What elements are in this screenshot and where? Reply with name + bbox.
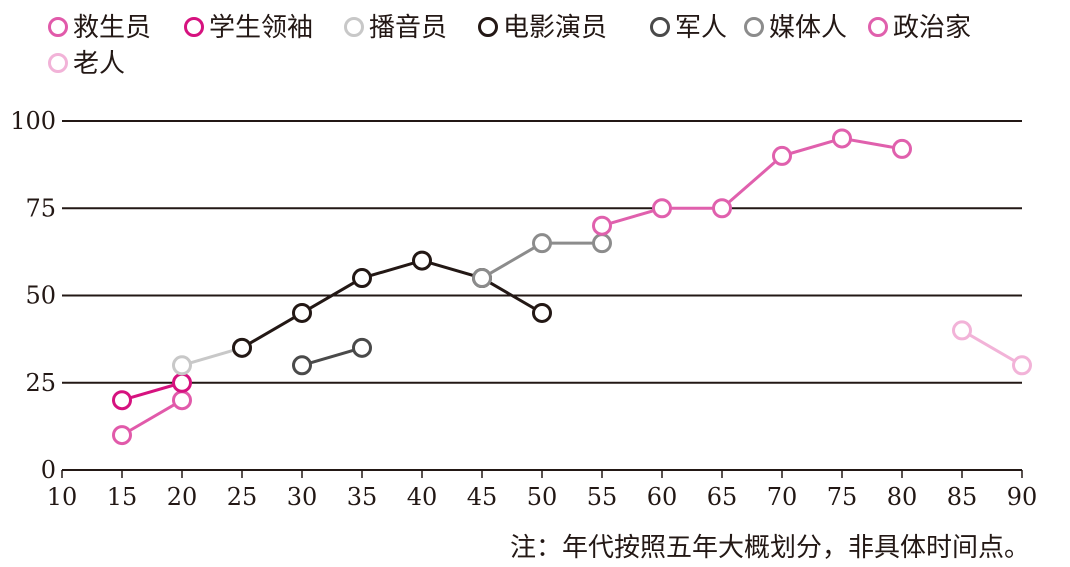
- series-6: [592, 128, 912, 236]
- x-tick-label: 30: [287, 483, 318, 511]
- series-line: [181, 346, 243, 367]
- x-tick-label: 15: [107, 483, 138, 511]
- legend-marker: [650, 17, 670, 37]
- series-line: [121, 398, 183, 437]
- data-point: [112, 425, 132, 446]
- legend-item: 政治家: [868, 13, 971, 43]
- legend-label: 救生员: [73, 13, 151, 43]
- data-point: [352, 268, 372, 289]
- y-axis: 0 25 50 75 100: [10, 107, 56, 484]
- series-line: [961, 329, 1023, 367]
- data-point: [172, 355, 192, 376]
- legend-item: 媒体人: [744, 13, 847, 43]
- data-point: [352, 337, 372, 358]
- x-tick-label: 65: [707, 483, 738, 511]
- legend-marker: [48, 53, 68, 73]
- legend-item: 军人: [650, 13, 727, 43]
- x-axis: 10 15 20 25 30 35 40 45 50 55 60 65 70 75 80 85 90: [47, 470, 1038, 511]
- legend-item: 播音员: [344, 13, 447, 43]
- x-tick-label: 50: [527, 483, 558, 511]
- data-point: [172, 390, 192, 411]
- x-tick-label: 85: [947, 483, 978, 511]
- data-point: [952, 320, 972, 341]
- x-tick-label: 80: [887, 483, 918, 511]
- legend-label: 政治家: [893, 13, 971, 43]
- legend-marker: [184, 17, 204, 37]
- legend-item: 学生领袖: [184, 13, 313, 43]
- data-point: [892, 138, 912, 159]
- legend-item: 电影演员: [478, 13, 607, 43]
- legend-marker: [478, 17, 498, 37]
- data-point: [592, 215, 612, 236]
- data-point: [172, 372, 192, 393]
- data-point: [532, 302, 552, 323]
- x-tick-label: 70: [767, 483, 798, 511]
- legend-marker: [868, 17, 888, 37]
- x-tick-label: 25: [227, 483, 258, 511]
- series-line: [601, 136, 903, 228]
- data-point: [292, 302, 312, 323]
- legend-label: 军人: [675, 13, 727, 43]
- x-tick-label: 45: [467, 483, 498, 511]
- series-layer: [112, 128, 1032, 446]
- y-tick-label: 25: [25, 369, 56, 397]
- x-tick-label: 40: [407, 483, 438, 511]
- legend-item: 老人: [48, 49, 125, 79]
- legend-marker: [344, 17, 364, 37]
- data-point: [232, 337, 252, 358]
- x-tick-label: 60: [647, 483, 678, 511]
- series-line: [241, 259, 543, 350]
- legend-label: 学生领袖: [209, 13, 313, 43]
- x-tick-label: 35: [347, 483, 378, 511]
- series-0: [112, 390, 192, 446]
- data-point: [652, 198, 672, 219]
- x-tick-label: 75: [827, 483, 858, 511]
- y-tick-label: 100: [10, 107, 56, 135]
- legend-marker: [48, 17, 68, 37]
- series-3: [232, 250, 552, 358]
- data-point: [292, 355, 312, 376]
- data-point: [472, 268, 492, 289]
- legend-label: 老人: [73, 49, 125, 79]
- data-point: [412, 250, 432, 271]
- grid-lines: [62, 120, 1022, 471]
- x-tick-label: 90: [1007, 483, 1038, 511]
- x-tick-label: 20: [167, 483, 198, 511]
- legend-item: 救生员: [48, 13, 151, 43]
- legend-label: 电影演员: [503, 13, 607, 43]
- legend-label: 播音员: [369, 13, 447, 43]
- series-7: [952, 320, 1032, 376]
- series-line: [121, 381, 183, 402]
- series-1: [112, 372, 192, 411]
- data-point: [1012, 355, 1032, 376]
- y-tick-label: 50: [25, 282, 56, 310]
- x-tick-label: 10: [47, 483, 78, 511]
- y-tick-label: 0: [41, 456, 56, 484]
- series-line: [301, 346, 363, 367]
- legend-marker: [744, 17, 764, 37]
- series-4: [292, 337, 372, 376]
- legend-label: 媒体人: [769, 13, 847, 43]
- data-point: [592, 233, 612, 254]
- series-5: [472, 233, 612, 289]
- data-point: [532, 233, 552, 254]
- x-tick-label: 55: [587, 483, 618, 511]
- data-point: [712, 198, 732, 219]
- y-tick-label: 75: [25, 194, 56, 222]
- chart-note: 注：年代按照五年大概划分，非具体时间点。: [510, 533, 1030, 563]
- data-point: [112, 390, 132, 411]
- data-point: [772, 145, 792, 166]
- data-point: [832, 128, 852, 149]
